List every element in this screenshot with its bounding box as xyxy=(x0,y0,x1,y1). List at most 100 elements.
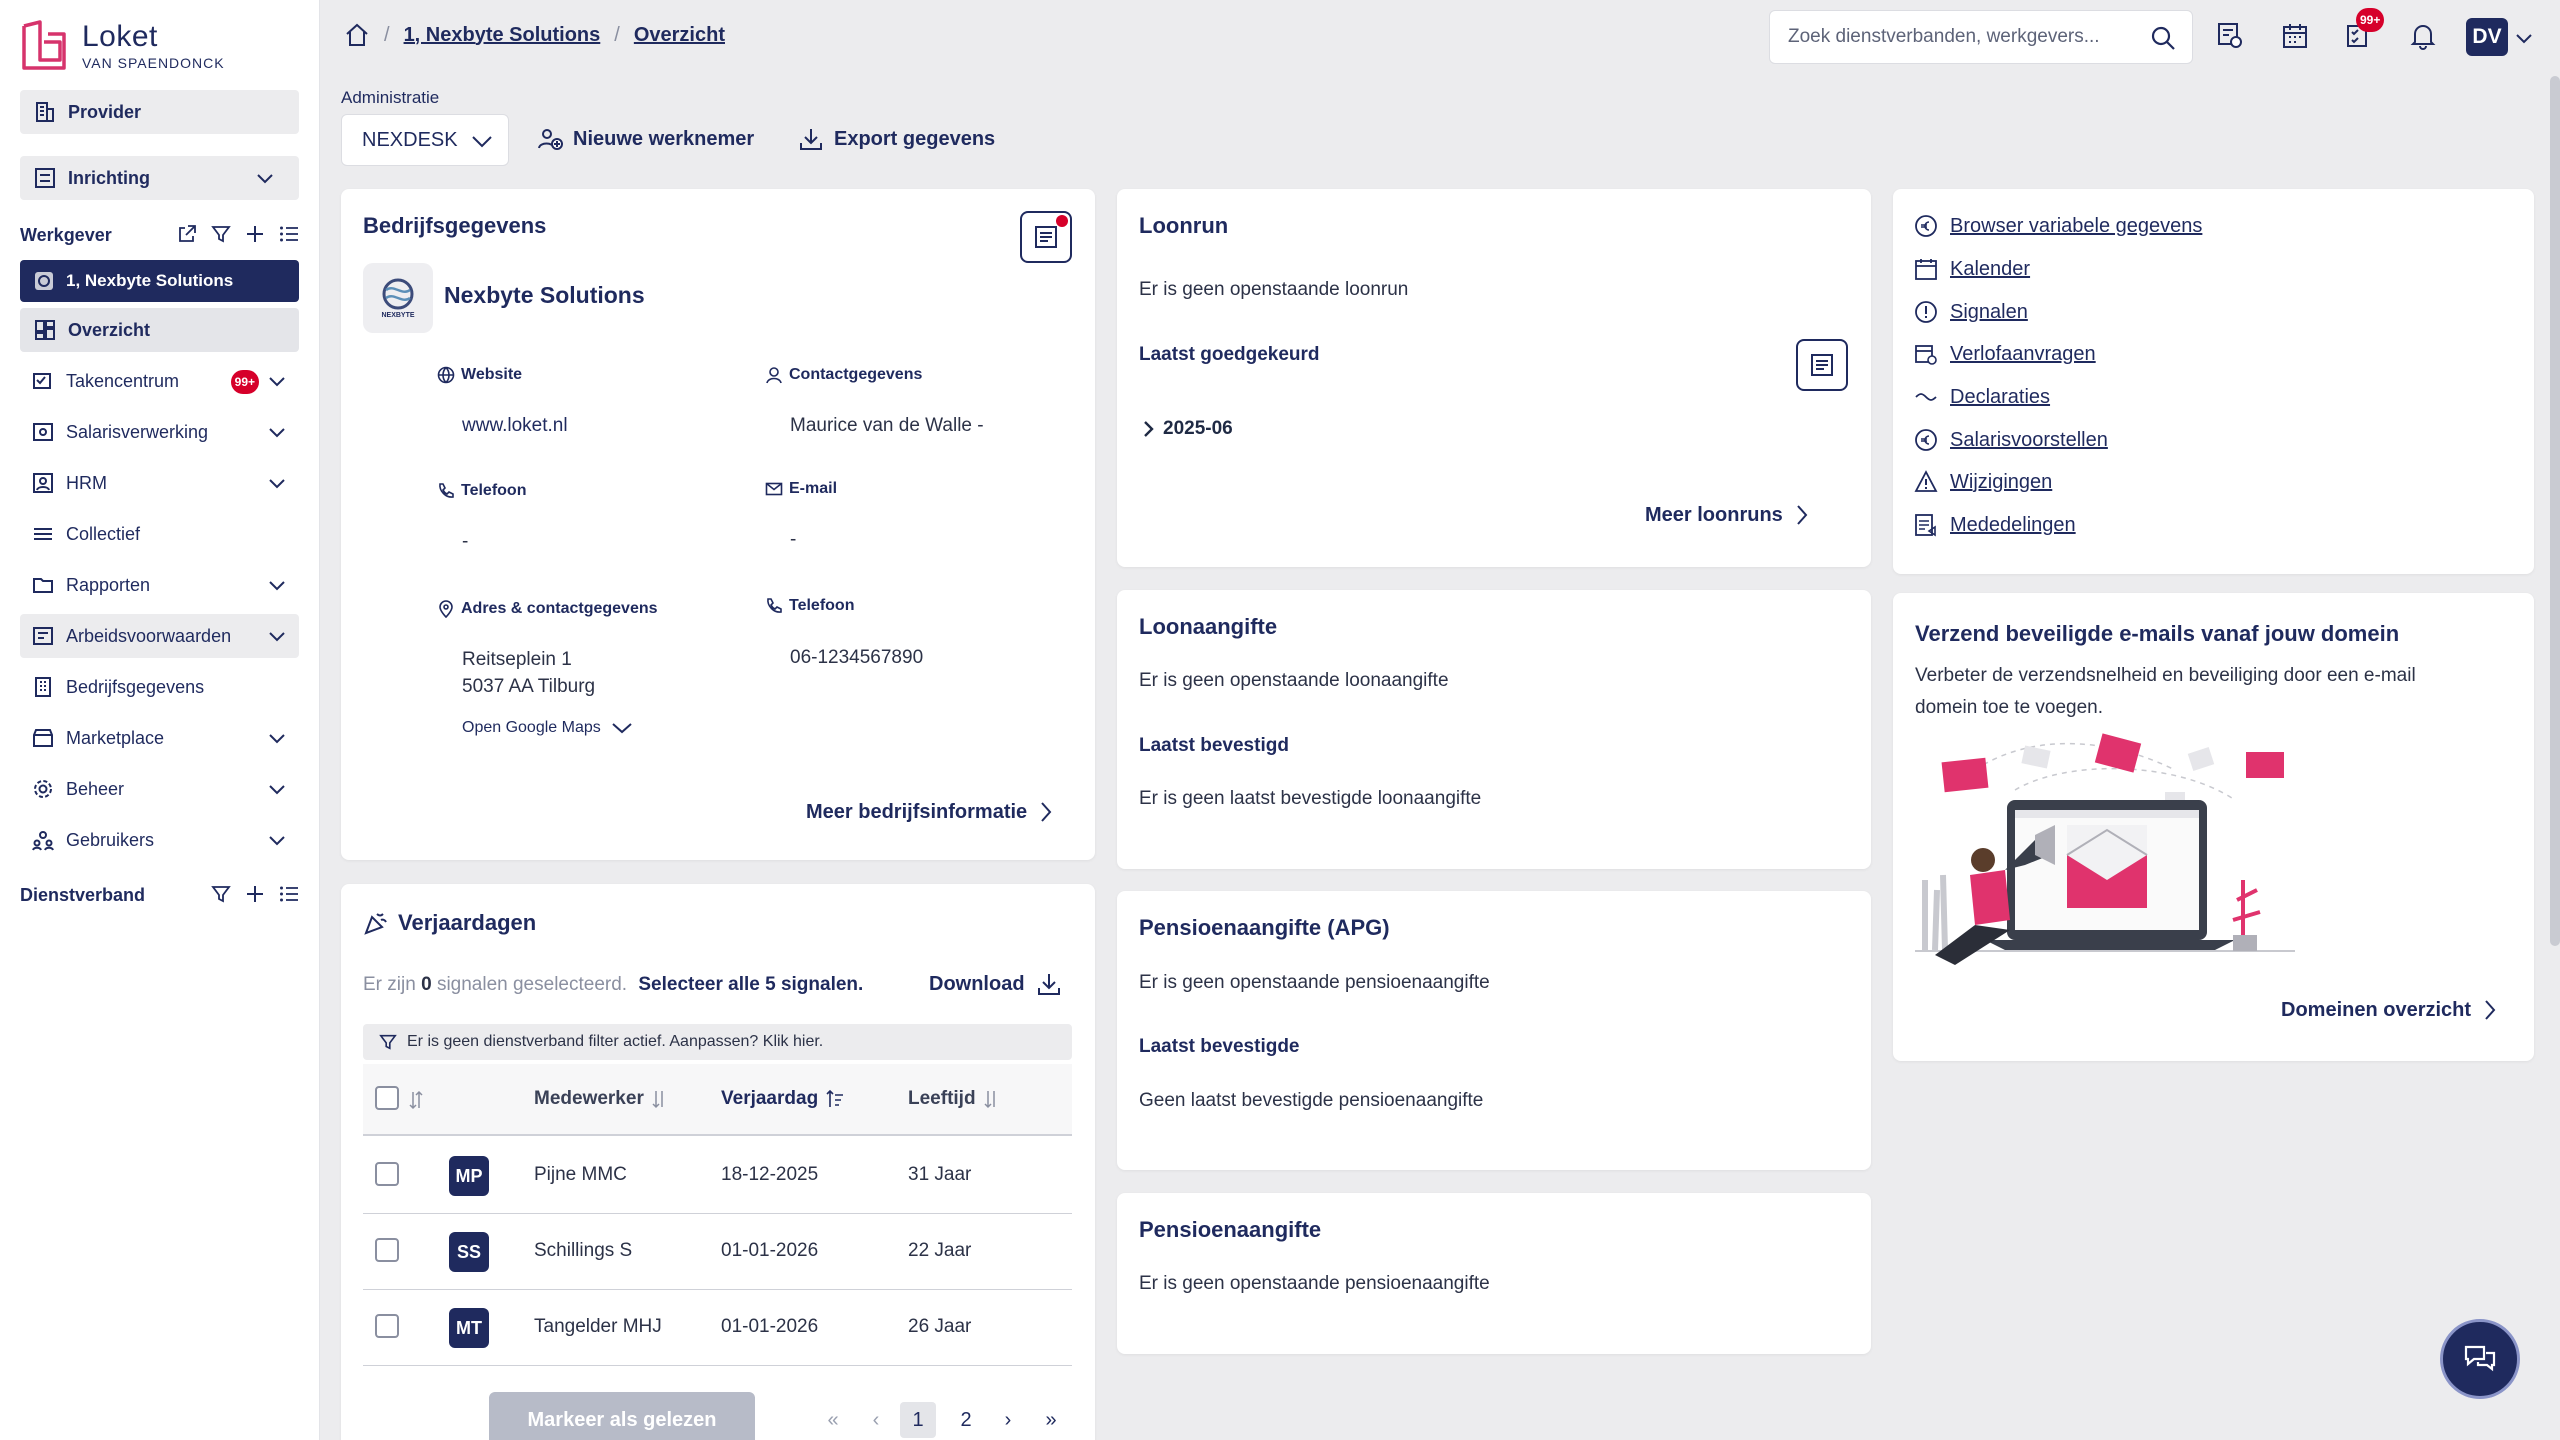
quicklink-declaraties[interactable]: Declaraties xyxy=(1914,385,2050,409)
select-all-checkbox[interactable] xyxy=(375,1086,399,1110)
sidebar-item-salarisverwerking[interactable]: Salarisverwerking xyxy=(20,410,299,454)
sidebar-item-label: Salarisverwerking xyxy=(66,421,209,442)
table-row[interactable]: MT Tangelder MHJ 01-01-2026 26 Jaar xyxy=(363,1290,1072,1366)
list-icon[interactable] xyxy=(279,884,299,904)
filter-icon[interactable] xyxy=(211,224,231,244)
sidebar-active-employer[interactable]: 1, Nexbyte Solutions xyxy=(20,260,299,302)
sidebar-item-rapporten[interactable]: Rapporten xyxy=(20,563,299,607)
contact-label: Contactgegevens xyxy=(765,366,922,384)
selection-prefix: Er zijn xyxy=(363,974,416,995)
add-person-icon xyxy=(538,129,563,150)
chat-button[interactable] xyxy=(2440,1319,2520,1399)
row-checkbox[interactable] xyxy=(375,1314,399,1338)
sidebar-overzicht[interactable]: Overzicht xyxy=(20,308,299,352)
sort-icon[interactable] xyxy=(409,1090,423,1110)
sidebar-item-collectief[interactable]: Collectief xyxy=(20,512,299,556)
search-input[interactable] xyxy=(1788,26,2128,48)
search-icon[interactable] xyxy=(2150,25,2176,51)
breadcrumb-current[interactable]: Overzicht xyxy=(633,23,725,46)
calendar-icon[interactable] xyxy=(2282,22,2308,50)
sidebar-item-marketplace[interactable]: Marketplace xyxy=(20,716,299,760)
quicklink-kalender[interactable]: Kalender xyxy=(1914,257,2030,281)
company-notes-button[interactable] xyxy=(1020,211,1072,263)
breadcrumb: / 1, Nexbyte Solutions / Overzicht xyxy=(344,22,725,48)
page-scrollbar[interactable] xyxy=(2550,76,2560,946)
domains-overview-link[interactable]: Domeinen overzicht xyxy=(2281,998,2497,1022)
maps-label: Open Google Maps xyxy=(462,719,601,736)
column-medewerker[interactable]: Medewerker xyxy=(534,1088,666,1110)
phone-value: - xyxy=(462,531,469,552)
loonrun-notes-button[interactable] xyxy=(1796,339,1848,391)
payslip-icon[interactable] xyxy=(2217,22,2243,50)
company-card-title: Bedrijfsgegevens xyxy=(363,213,547,238)
user-avatar[interactable]: DV xyxy=(2466,18,2508,56)
brand-logo[interactable]: Loket VAN SPAENDONCK xyxy=(20,18,225,74)
table-row[interactable]: MP Pijne MMC 18-12-2025 31 Jaar xyxy=(363,1138,1072,1214)
sidebar-item-label: Beheer xyxy=(66,778,125,799)
sidebar-item-takencentrum[interactable]: Takencentrum 99+ xyxy=(20,359,299,403)
more-company-info-link[interactable]: Meer bedrijfsinformatie xyxy=(806,800,1053,824)
open-google-maps-toggle[interactable]: Open Google Maps xyxy=(462,719,633,737)
page-1-button[interactable]: 1 xyxy=(900,1402,936,1438)
quicklink-wijzigingen[interactable]: Wijzigingen xyxy=(1914,470,2052,494)
more-company-info-label: Meer bedrijfsinformatie xyxy=(806,800,1028,823)
next-page-button[interactable]: › xyxy=(1004,1408,1012,1431)
chevron-down-icon xyxy=(269,428,285,438)
prev-page-button[interactable]: ‹ xyxy=(872,1408,880,1431)
quicklink-salarisvoorstellen[interactable]: Salarisvoorstellen xyxy=(1914,428,2108,452)
plus-icon[interactable] xyxy=(245,224,265,244)
new-employee-button[interactable]: Nieuwe werknemer xyxy=(537,126,754,152)
chevron-down-icon xyxy=(472,136,492,148)
administratie-select[interactable]: NEXDESK xyxy=(341,114,509,166)
filter-icon[interactable] xyxy=(211,884,231,904)
quicklink-browser-variabele-gegevens[interactable]: Browser variabele gegevens xyxy=(1914,214,2202,238)
row-checkbox[interactable] xyxy=(375,1238,399,1262)
page-2-button[interactable]: 2 xyxy=(960,1408,972,1431)
sidebar-item-gebruikers[interactable]: Gebruikers xyxy=(20,818,299,862)
website-link[interactable]: www.loket.nl xyxy=(462,415,568,436)
last-page-button[interactable]: » xyxy=(1045,1408,1057,1431)
first-page-button[interactable]: « xyxy=(827,1408,839,1431)
quicklink-verlofaanvragen[interactable]: Verlofaanvragen xyxy=(1914,342,2096,366)
select-all-link[interactable]: Selecteer alle 5 signalen. xyxy=(638,974,864,995)
export-button[interactable]: Export gegevens xyxy=(798,126,995,152)
sidebar-item-arbeidsvoorwaarden[interactable]: Arbeidsvoorwaarden xyxy=(20,614,299,658)
column-leeftijd[interactable]: Leeftijd xyxy=(908,1088,998,1110)
sidebar-item-beheer[interactable]: Beheer xyxy=(20,767,299,811)
building-icon xyxy=(36,102,54,122)
home-icon[interactable] xyxy=(344,22,370,48)
loonrun-empty: Er is geen openstaande loonrun xyxy=(1139,279,1409,300)
announcement-icon xyxy=(1915,514,1936,537)
sidebar-provider[interactable]: Provider xyxy=(20,90,299,134)
plus-icon[interactable] xyxy=(245,884,265,904)
download-button[interactable]: Download xyxy=(929,972,1061,996)
loonaangifte-card xyxy=(1117,590,1871,869)
more-loonruns-link[interactable]: Meer loonruns xyxy=(1645,503,1809,527)
chevron-down-icon[interactable] xyxy=(2514,28,2534,48)
bell-icon[interactable] xyxy=(2410,22,2436,50)
alert-circle-icon xyxy=(1915,301,1937,323)
sidebar-inrichting[interactable]: Inrichting xyxy=(20,156,299,200)
phone-label-text: Telefoon xyxy=(461,482,527,499)
sidebar-item-hrm[interactable]: HRM xyxy=(20,461,299,505)
sidebar-item-bedrijfsgegevens[interactable]: Bedrijfsgegevens xyxy=(20,665,299,709)
brand-name: Loket xyxy=(82,20,158,53)
quicklink-signalen[interactable]: Signalen xyxy=(1914,300,2028,324)
loonrun-period-toggle[interactable]: 2025-06 xyxy=(1143,418,1233,440)
column-verjaardag[interactable]: Verjaardag xyxy=(721,1088,844,1110)
row-checkbox[interactable] xyxy=(375,1162,399,1186)
birthday-date: 01-01-2026 xyxy=(721,1316,819,1337)
company-logo-icon xyxy=(35,272,53,290)
search-box[interactable] xyxy=(1769,10,2193,64)
email-value: - xyxy=(790,529,797,550)
breadcrumb-employer[interactable]: 1, Nexbyte Solutions xyxy=(403,23,601,46)
filter-notice[interactable]: Er is geen dienstverband filter actief. … xyxy=(363,1024,1072,1060)
list-icon[interactable] xyxy=(279,224,299,244)
table-row[interactable]: SS Schillings S 01-01-2026 22 Jaar xyxy=(363,1214,1072,1290)
email-promo-text1: Verbeter de verzendsnelheid en beveiligi… xyxy=(1915,665,2416,686)
table-header: Medewerker Verjaardag Leeftijd xyxy=(363,1064,1072,1136)
chevron-down-icon xyxy=(269,581,285,591)
quicklink-mededelingen[interactable]: Mededelingen xyxy=(1914,513,2076,537)
mark-as-read-button[interactable]: Markeer als gelezen xyxy=(489,1392,755,1440)
external-link-icon[interactable] xyxy=(177,224,197,244)
